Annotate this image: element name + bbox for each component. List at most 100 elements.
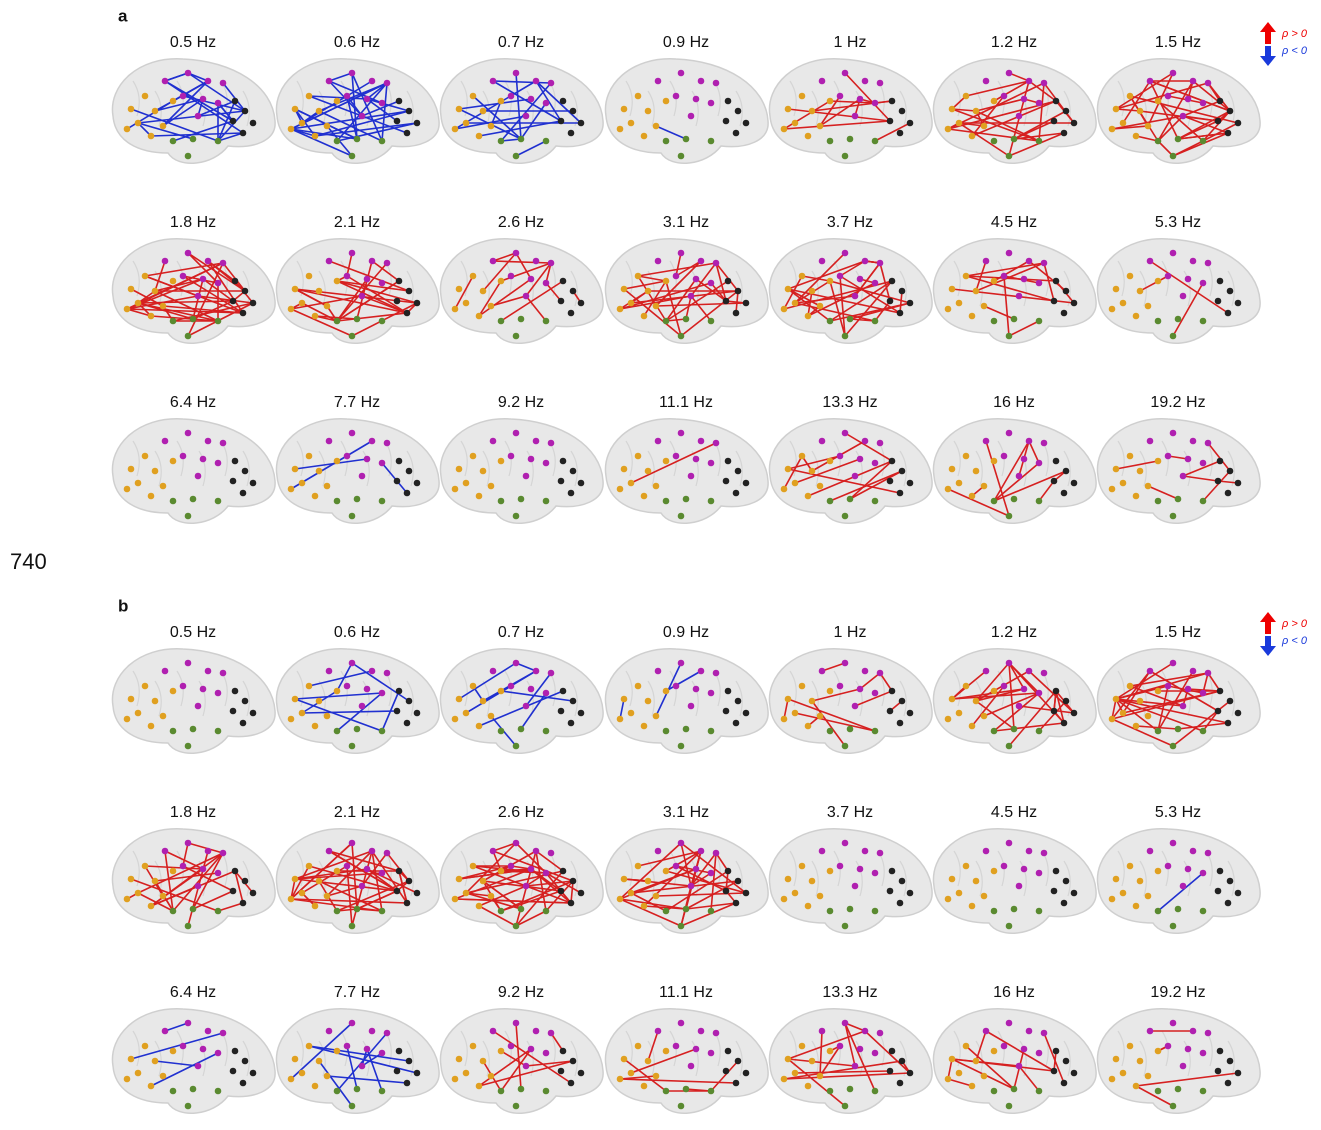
brain-plot: 16 Hz — [932, 394, 1097, 524]
brain-plot: 1.5 Hz — [1096, 34, 1261, 164]
electrode-node — [1204, 79, 1212, 87]
electrode-node — [856, 865, 864, 873]
electrode-node — [219, 79, 227, 87]
brain-sulcus — [1063, 860, 1071, 897]
connection — [1043, 262, 1055, 302]
electrode-node — [1199, 317, 1207, 325]
brain-outline — [275, 418, 440, 524]
electrode-node — [287, 125, 295, 133]
electrode-node — [876, 79, 884, 87]
electrode-node — [1062, 877, 1070, 885]
connection — [811, 700, 846, 747]
electrode-node — [990, 497, 998, 505]
electrode-node — [826, 907, 834, 915]
connection — [787, 698, 876, 732]
electrode-node — [517, 315, 525, 323]
electrode-node — [818, 847, 826, 855]
electrode-node — [512, 1102, 520, 1110]
connection — [346, 275, 408, 314]
electrode-node — [1015, 472, 1023, 480]
electrode-node — [784, 285, 792, 293]
electrode-node — [906, 889, 914, 897]
electrode-node — [640, 132, 648, 140]
electrode-node — [886, 1067, 894, 1075]
electrode-node — [403, 719, 411, 727]
electrode-node — [841, 742, 849, 750]
frequency-label: 1 Hz — [834, 34, 867, 51]
connection — [965, 275, 1057, 282]
electrode-node — [955, 299, 963, 307]
electrode-node — [1199, 99, 1207, 107]
connection — [879, 672, 893, 692]
electrode-node — [194, 112, 202, 120]
brain-sulcus — [1117, 1030, 1125, 1067]
electrode-node — [569, 287, 577, 295]
electrode-node — [697, 437, 705, 445]
electrode-node — [707, 279, 715, 287]
connection — [144, 865, 204, 870]
electrode-node — [1020, 275, 1028, 283]
electrode-node — [798, 1042, 806, 1050]
electrode-node — [734, 287, 742, 295]
electrode-node — [898, 1057, 906, 1065]
electrode-node — [1015, 702, 1023, 710]
electrode-node — [677, 69, 685, 77]
electrode-node — [413, 299, 421, 307]
frequency-label: 1 Hz — [834, 624, 867, 641]
electrode-node — [742, 709, 750, 717]
electrode-node — [1050, 1067, 1058, 1075]
connection — [783, 1060, 903, 1080]
connection — [1111, 698, 1117, 720]
electrode-node — [462, 889, 470, 897]
electrode-node — [1005, 429, 1013, 437]
electrode-node — [507, 272, 515, 280]
electrode-node — [980, 482, 988, 490]
connection — [492, 252, 517, 262]
electrode-node — [567, 489, 575, 497]
electrode-node — [194, 882, 202, 890]
electrode-node — [403, 489, 411, 497]
connection — [500, 82, 552, 142]
electrode-node — [654, 77, 662, 85]
connection — [947, 1078, 973, 1087]
electrode-node — [654, 1027, 662, 1035]
electrode-node — [990, 1047, 998, 1055]
brain-sulcus — [198, 1040, 206, 1077]
brain-sulcus — [789, 850, 797, 887]
electrode-node — [1234, 1069, 1242, 1077]
connection — [787, 260, 866, 290]
brain-sulcus — [811, 270, 819, 307]
brain-outline — [275, 1008, 440, 1114]
connection — [690, 872, 712, 887]
electrode-node — [677, 1102, 685, 1110]
connection — [164, 80, 244, 134]
electrode-node — [791, 119, 799, 127]
electrode-node — [692, 455, 700, 463]
connection — [187, 842, 224, 854]
connection — [361, 295, 408, 314]
connection — [879, 262, 891, 302]
electrode-node — [559, 97, 567, 105]
electrode-node — [489, 437, 497, 445]
electrode-node — [462, 1069, 470, 1077]
connection — [482, 252, 517, 292]
connection — [783, 455, 803, 490]
frequency-label: 19.2 Hz — [1150, 984, 1205, 1001]
electrode-node — [798, 682, 806, 690]
connection — [819, 1045, 841, 1077]
electrode-node — [804, 132, 812, 140]
electrode-node — [532, 667, 540, 675]
connection — [351, 72, 358, 140]
electrode-node — [527, 95, 535, 103]
electrode-node — [1015, 112, 1023, 120]
electrode-node — [127, 285, 135, 293]
electrode-node — [620, 465, 628, 473]
electrode-node — [677, 249, 685, 257]
brain-plot: 7.7 Hz — [275, 394, 440, 524]
connection — [1149, 80, 1179, 140]
brain-sulcus — [953, 850, 961, 887]
electrode-node — [1052, 277, 1060, 285]
electrode-node — [1164, 862, 1172, 870]
electrode-node — [219, 849, 227, 857]
connection — [1182, 100, 1221, 117]
